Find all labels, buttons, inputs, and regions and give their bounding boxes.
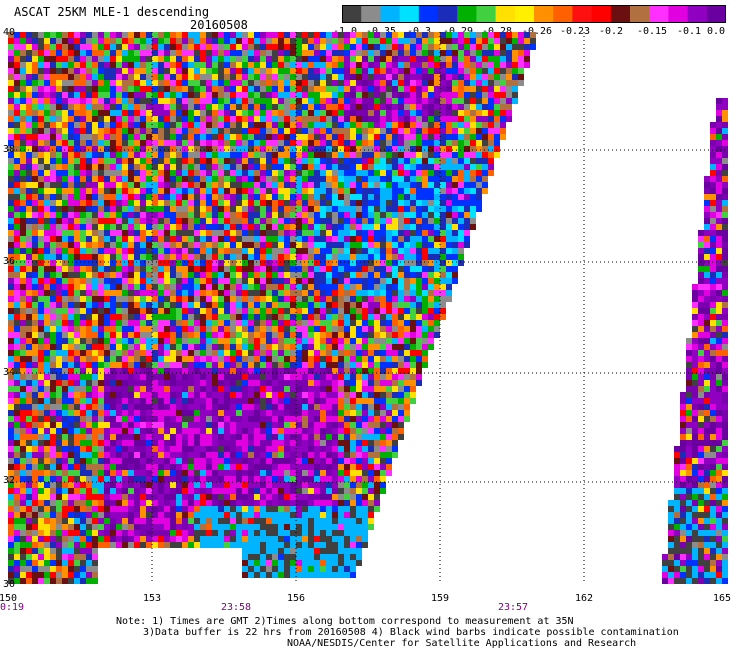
colorbar-swatch — [438, 5, 458, 23]
swath-cells — [8, 32, 728, 584]
colorbar-label: -1.0 — [332, 26, 358, 37]
colorbar-swatch — [668, 5, 689, 23]
colorbar-label: -0.23 — [559, 26, 591, 37]
colorbar-swatch — [342, 5, 362, 23]
swath-map — [8, 32, 728, 584]
colorbar-label: -0.15 — [636, 26, 668, 37]
colorbar-swatch — [610, 5, 631, 23]
note-line-3: NOAA/NESDIS/Center for Satellite Applica… — [287, 638, 637, 649]
colorbar-swatch — [687, 5, 708, 23]
colorbar-swatch — [553, 5, 573, 23]
colorbar-label: -0.28 — [481, 26, 513, 37]
colorbar — [342, 5, 726, 23]
note-line-1: Note: 1) Times are GMT 2)Times along bot… — [116, 616, 574, 627]
colorbar-label: -0.2 — [598, 26, 624, 37]
time-label-right: 23:57 — [497, 602, 529, 613]
colorbar-label: -0.1 — [676, 26, 702, 37]
colorbar-swatch — [418, 5, 439, 23]
map-title: ASCAT 25KM MLE-1 descending — [14, 5, 210, 19]
lon-label-153: 153 — [142, 593, 162, 604]
colorbar-label: -0.3 — [406, 26, 432, 37]
colorbar-swatch — [630, 5, 650, 23]
colorbar-swatch — [380, 5, 401, 23]
colorbar-swatch — [495, 5, 516, 23]
colorbar-swatch — [534, 5, 554, 23]
time-label-left: 0:19 — [0, 602, 25, 613]
colorbar-swatch — [514, 5, 535, 23]
lat-label-34: 34 — [3, 367, 16, 378]
colorbar-swatch — [399, 5, 420, 23]
colorbar-label: -0.29 — [442, 26, 474, 37]
colorbar-swatch — [361, 5, 381, 23]
lat-label-38: 38 — [3, 144, 16, 155]
graticule — [8, 32, 728, 584]
lon-label-159: 159 — [430, 593, 450, 604]
colorbar-label: 0.0 — [706, 26, 726, 37]
lat-label-36: 36 — [3, 256, 16, 267]
colorbar-label: -0.35 — [365, 26, 397, 37]
colorbar-label: -0.26 — [521, 26, 553, 37]
colorbar-swatch — [457, 5, 477, 23]
colorbar-swatch — [476, 5, 497, 23]
map-date: 20160508 — [190, 18, 248, 32]
lon-label-156: 156 — [286, 593, 306, 604]
colorbar-swatch — [572, 5, 593, 23]
lat-label-40: 40 — [3, 27, 16, 38]
lon-label-165: 165 — [712, 593, 732, 604]
lon-label-162: 162 — [574, 593, 594, 604]
note-line-2: 3)Data buffer is 22 hrs from 20160508 4)… — [143, 627, 679, 638]
time-label-middle: 23:58 — [220, 602, 252, 613]
colorbar-swatch — [591, 5, 612, 23]
lat-label-32: 32 — [3, 475, 16, 486]
lat-label-30: 30 — [3, 579, 16, 590]
colorbar-swatch — [649, 5, 669, 23]
lon-label-150: 150 — [0, 593, 18, 604]
colorbar-swatch — [706, 5, 726, 23]
